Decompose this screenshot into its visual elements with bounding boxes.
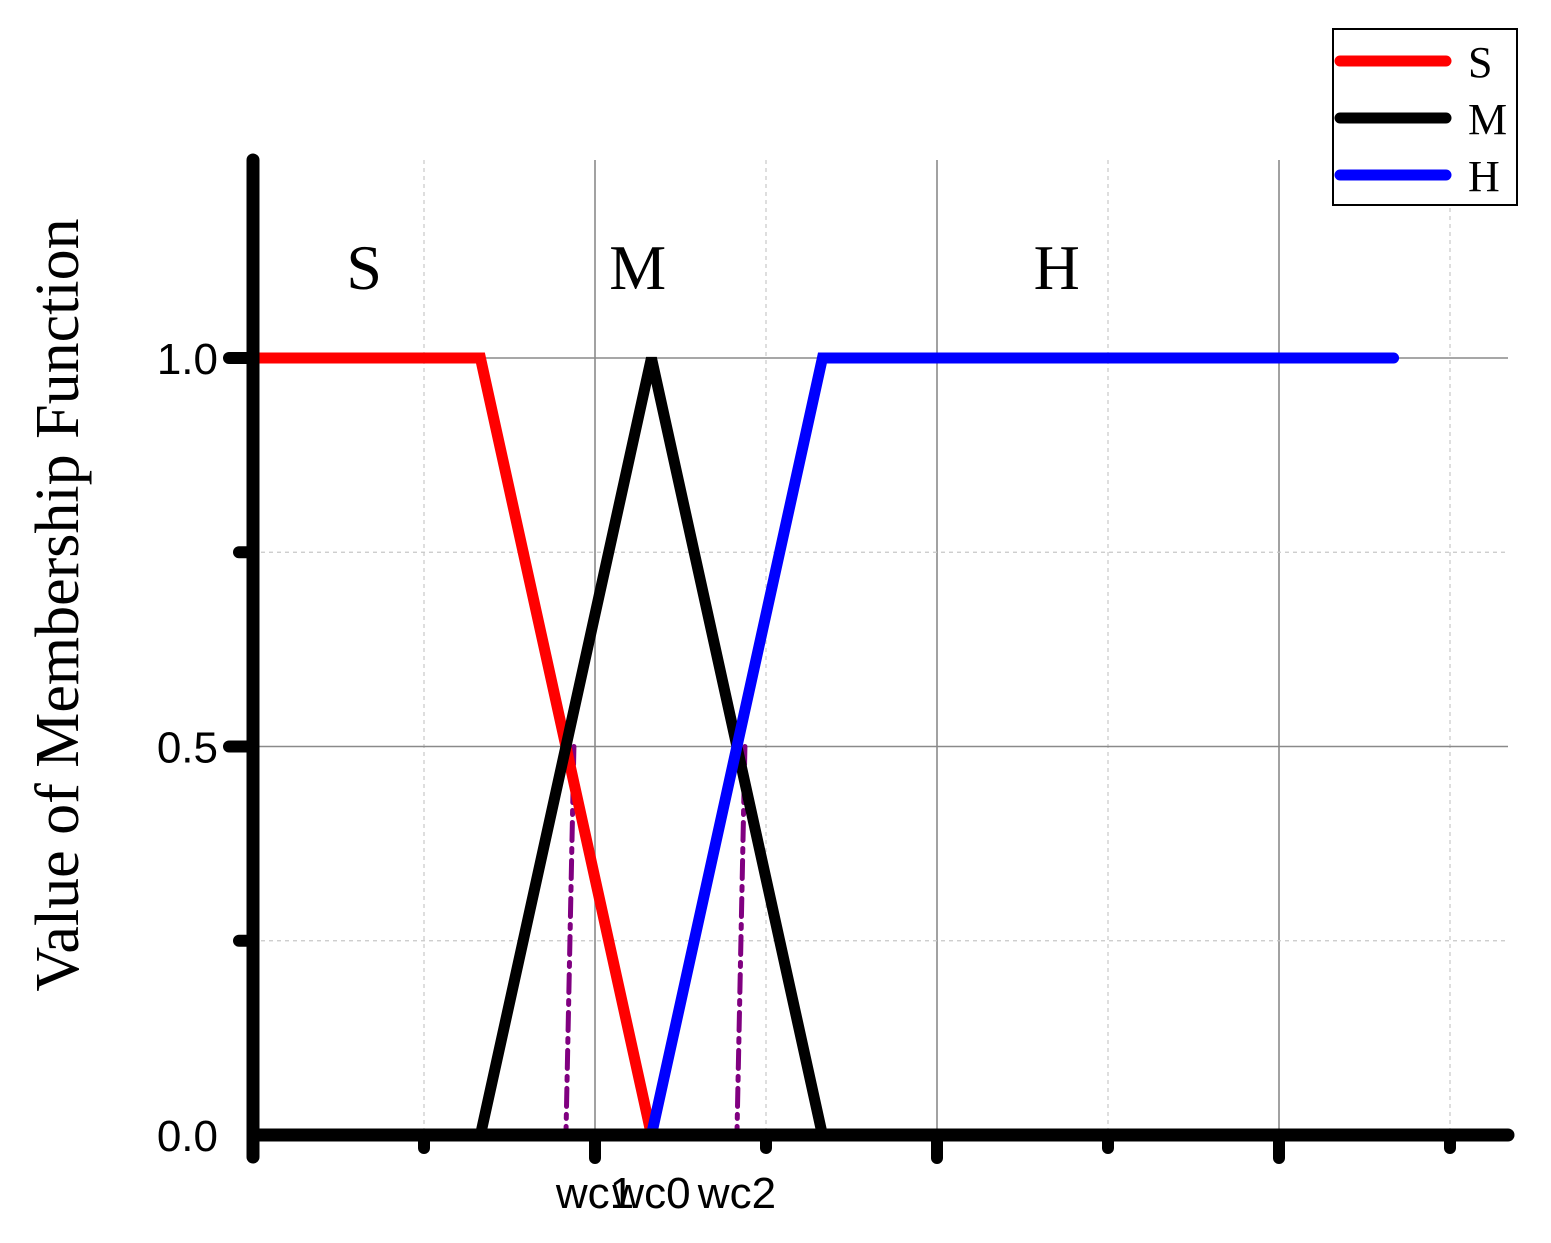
x-tick-label: wc0 [611,1169,690,1218]
y-tick-label: 1.0 [157,335,218,384]
legend-label: S [1468,38,1492,87]
grid [253,160,1508,1135]
y-axis-label: Value of Membership Function [24,218,92,991]
region-label: S [346,232,382,303]
series-line-s [247,352,657,1141]
x-tick-label: wc2 [697,1169,776,1218]
axes [223,153,1515,1164]
x-tick-label: wc1 [555,1169,634,1218]
legend-label: M [1468,95,1507,144]
region-label: M [609,232,666,303]
crossover-dropdown-line [734,744,748,1138]
legend-label: H [1468,152,1500,201]
y-tick-label: 0.0 [157,1112,218,1161]
legend: SMH [1332,28,1518,206]
series-lines [247,352,1400,1141]
series-line-h [645,352,1400,1141]
crossover-dropdown-line [563,744,577,1138]
y-tick-label: 0.5 [157,724,218,773]
crossover-dropdowns [563,744,748,1138]
region-label: H [1034,232,1080,303]
series-line-m [474,356,828,1141]
